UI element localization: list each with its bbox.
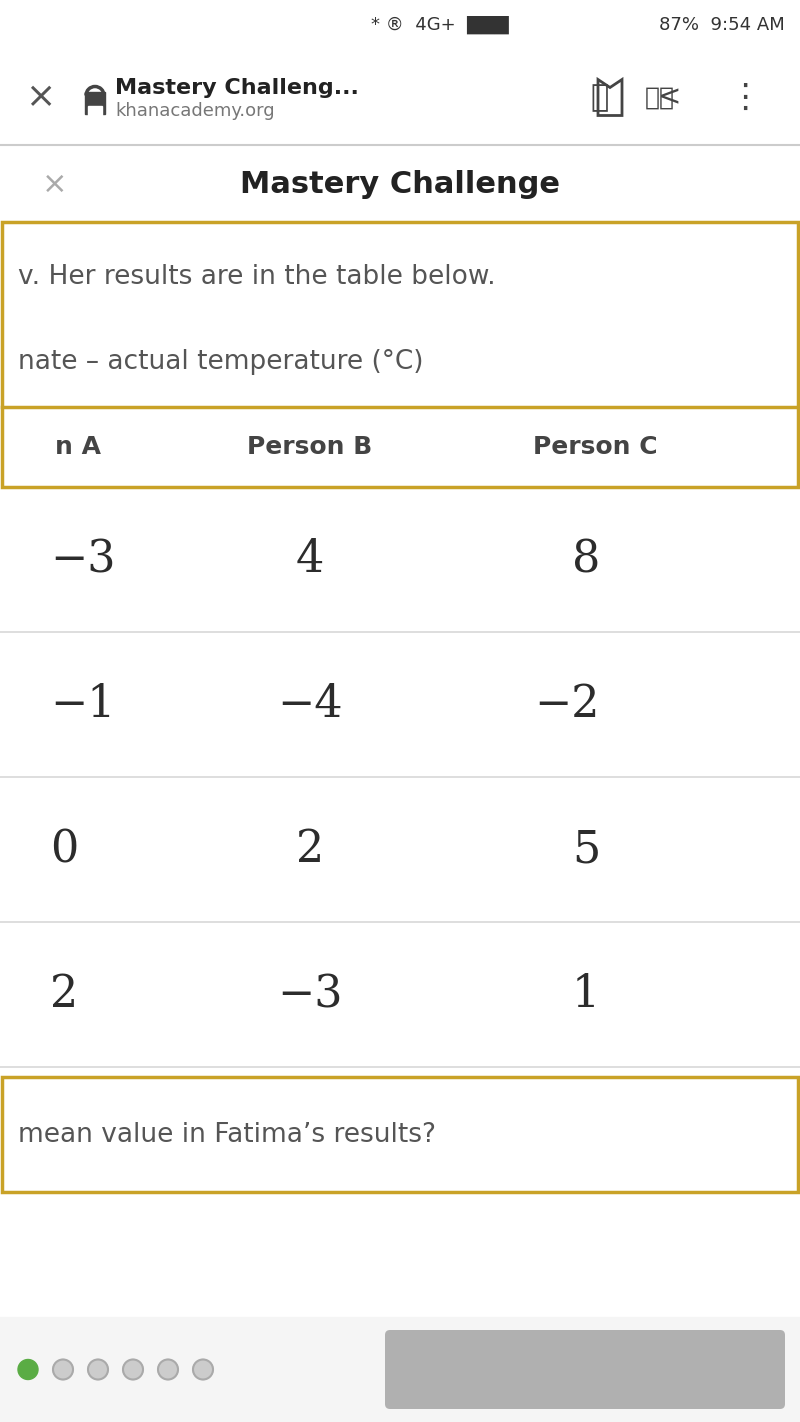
Text: nate – actual temperature (°C): nate – actual temperature (°C) <box>18 348 423 375</box>
Circle shape <box>88 1359 108 1379</box>
FancyBboxPatch shape <box>385 1330 785 1409</box>
Bar <box>2 222 798 486</box>
Text: * ®  4G+  ███: * ® 4G+ ███ <box>371 16 509 34</box>
Text: khanacademy.org: khanacademy.org <box>115 102 274 121</box>
Text: 1: 1 <box>572 973 600 1017</box>
Text: −4: −4 <box>277 683 343 727</box>
Circle shape <box>18 1359 38 1379</box>
Text: Mastery Challeng...: Mastery Challeng... <box>115 78 359 98</box>
Text: <: < <box>658 84 682 111</box>
Text: mean value in Fatima’s results?: mean value in Fatima’s results? <box>18 1122 436 1148</box>
Text: 5: 5 <box>572 828 600 872</box>
Text: −3: −3 <box>50 538 115 582</box>
Text: Mastery Challenge: Mastery Challenge <box>240 171 560 199</box>
Text: ×: × <box>42 171 68 199</box>
Text: Check: Check <box>538 1355 632 1384</box>
Text: Person C: Person C <box>533 435 658 459</box>
Text: v. Her results are in the table below.: v. Her results are in the table below. <box>18 264 496 290</box>
Bar <box>0 50 800 145</box>
Circle shape <box>158 1359 178 1379</box>
Text: −2: −2 <box>534 683 600 727</box>
Text: n A: n A <box>55 435 101 459</box>
Text: 2: 2 <box>50 973 78 1017</box>
Text: −3: −3 <box>278 973 342 1017</box>
Text: 0: 0 <box>50 828 78 872</box>
Bar <box>0 1317 800 1422</box>
Bar <box>85 91 105 114</box>
Text: Person B: Person B <box>247 435 373 459</box>
Text: 〈〉: 〈〉 <box>645 85 675 109</box>
Text: −1: −1 <box>50 683 115 727</box>
Bar <box>88 105 102 118</box>
Text: 8: 8 <box>572 538 600 582</box>
Circle shape <box>123 1359 143 1379</box>
Text: ⋮: ⋮ <box>728 81 762 114</box>
Circle shape <box>193 1359 213 1379</box>
Text: ⧄: ⧄ <box>591 82 609 112</box>
Bar <box>0 0 800 50</box>
Bar <box>2 1076 798 1192</box>
Text: 2: 2 <box>296 828 324 872</box>
Text: 4: 4 <box>296 538 324 582</box>
Text: ×: × <box>25 81 55 115</box>
Circle shape <box>53 1359 73 1379</box>
Text: 87%  9:54 AM: 87% 9:54 AM <box>659 16 785 34</box>
